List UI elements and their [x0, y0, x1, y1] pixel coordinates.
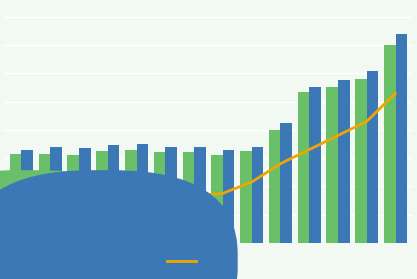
Bar: [10, 154, 21, 243]
Bar: [211, 155, 223, 243]
Bar: [39, 154, 50, 243]
Bar: [108, 145, 119, 243]
Bar: [240, 151, 252, 243]
Bar: [384, 45, 396, 243]
Bar: [281, 123, 292, 243]
Bar: [154, 152, 165, 243]
Bar: [338, 80, 349, 243]
Bar: [125, 150, 136, 243]
Bar: [165, 147, 177, 243]
Bar: [50, 147, 62, 243]
Bar: [355, 79, 367, 243]
Bar: [96, 151, 108, 243]
Bar: [223, 150, 234, 243]
Bar: [367, 71, 378, 243]
Bar: [194, 147, 206, 243]
Bar: [79, 148, 90, 243]
Bar: [136, 144, 148, 243]
Bar: [327, 88, 338, 243]
Bar: [298, 92, 309, 243]
Bar: [309, 88, 321, 243]
Bar: [252, 147, 263, 243]
Bar: [396, 34, 407, 243]
Bar: [183, 152, 194, 243]
Bar: [68, 155, 79, 243]
Bar: [21, 150, 33, 243]
Bar: [269, 130, 281, 243]
